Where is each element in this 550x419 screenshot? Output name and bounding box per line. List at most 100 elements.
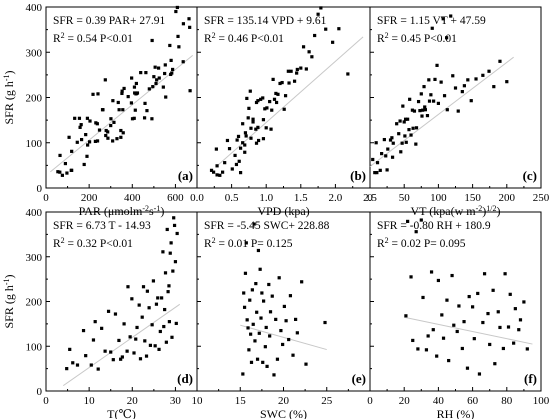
- x-tick-label: 200: [499, 192, 516, 204]
- data-point: [212, 170, 216, 174]
- data-point: [121, 131, 125, 135]
- data-point: [430, 26, 434, 30]
- data-point: [169, 58, 173, 62]
- y-tick-label: 300: [26, 47, 43, 59]
- data-point: [259, 97, 263, 101]
- data-point: [261, 360, 265, 364]
- x-tick-label: 0: [367, 192, 373, 204]
- data-point: [247, 348, 251, 352]
- data-point: [78, 125, 82, 129]
- data-point: [283, 94, 288, 98]
- data-point: [416, 347, 420, 351]
- data-point: [380, 152, 384, 156]
- data-point: [163, 63, 167, 67]
- regression-stats: R2 = 0.32 P<0.01: [53, 236, 133, 251]
- data-point: [84, 354, 88, 358]
- data-point: [486, 311, 490, 316]
- data-point: [133, 108, 137, 112]
- data-point: [218, 173, 222, 177]
- y-tick-label: 0: [37, 183, 43, 195]
- data-point: [241, 122, 245, 126]
- data-point: [156, 296, 160, 300]
- x-tick-label: 1.0: [259, 192, 273, 204]
- data-point: [280, 80, 284, 85]
- data-point: [439, 80, 443, 84]
- data-point: [95, 122, 99, 126]
- data-point: [150, 323, 154, 327]
- data-point: [244, 134, 248, 138]
- data-point: [96, 367, 100, 371]
- x-tick-label: 60: [467, 395, 479, 407]
- data-point: [471, 305, 475, 309]
- data-point: [262, 299, 266, 303]
- data-point: [116, 100, 120, 105]
- x-axis-title: SWC (%): [260, 407, 307, 419]
- data-point: [257, 331, 261, 335]
- data-point: [143, 101, 147, 105]
- data-point: [223, 161, 227, 165]
- regression-equation: SFR = 135.14 VPD + 9.61: [204, 15, 327, 27]
- data-point: [147, 306, 151, 310]
- data-point: [414, 230, 418, 234]
- data-point: [256, 99, 260, 103]
- data-point: [129, 101, 134, 105]
- data-point: [307, 50, 311, 54]
- data-point: [89, 363, 93, 367]
- data-point: [386, 147, 390, 151]
- y-tick-label: 400: [26, 2, 43, 14]
- data-point: [435, 63, 439, 67]
- x-tick-label: 15: [235, 395, 247, 407]
- data-point: [319, 6, 323, 10]
- regression-stats: R2 = 0.02 P= 0.095: [377, 236, 466, 251]
- data-point: [233, 153, 237, 158]
- data-point: [135, 91, 140, 95]
- data-point: [378, 168, 382, 172]
- data-point: [401, 104, 405, 108]
- y-tick-label: 100: [26, 341, 43, 353]
- data-point: [241, 372, 245, 376]
- x-tick-label: 0.0: [190, 192, 204, 204]
- data-point: [170, 335, 174, 339]
- data-point: [169, 241, 173, 245]
- data-point: [432, 99, 436, 103]
- data-point: [375, 161, 380, 165]
- data-point: [254, 282, 258, 286]
- data-point: [261, 137, 266, 141]
- data-point: [265, 364, 269, 368]
- data-point: [215, 164, 219, 168]
- data-point: [243, 271, 248, 275]
- data-point: [247, 106, 251, 110]
- data-point: [71, 361, 75, 365]
- data-point: [173, 260, 178, 264]
- data-point: [144, 71, 148, 75]
- data-point: [268, 99, 272, 104]
- data-point: [421, 108, 425, 112]
- x-tick-label: 0: [43, 395, 49, 407]
- data-point: [150, 38, 154, 43]
- data-point: [165, 227, 169, 232]
- fit-line: [404, 316, 533, 345]
- data-point: [465, 366, 470, 370]
- data-point: [264, 126, 268, 130]
- data-point: [174, 321, 178, 326]
- data-point: [243, 131, 248, 135]
- data-point: [243, 143, 247, 147]
- data-point: [292, 79, 297, 83]
- data-point: [269, 127, 273, 131]
- data-point: [139, 71, 143, 75]
- data-point: [130, 76, 134, 80]
- data-point: [403, 134, 407, 138]
- data-point: [153, 344, 157, 348]
- data-point: [462, 84, 466, 88]
- data-point: [251, 120, 255, 124]
- data-point: [398, 119, 402, 123]
- data-point: [126, 94, 130, 99]
- data-point: [525, 347, 529, 351]
- data-point: [60, 173, 64, 177]
- x-tick-label: 20: [127, 395, 139, 407]
- data-point: [418, 109, 422, 113]
- data-point: [167, 320, 171, 324]
- data-point: [267, 282, 271, 287]
- data-point: [111, 139, 115, 143]
